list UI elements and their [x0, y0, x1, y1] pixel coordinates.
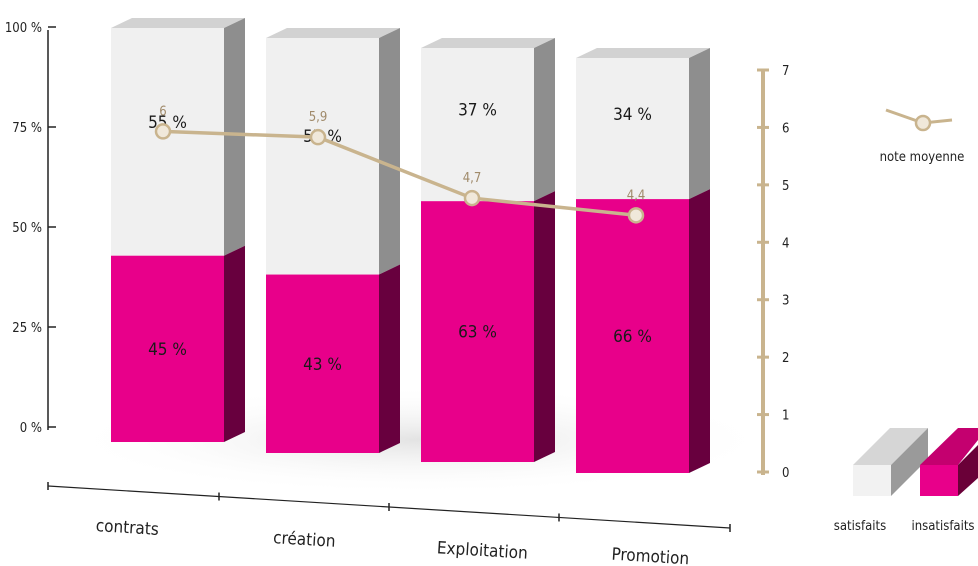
bar-side-insatisfaits: [689, 189, 710, 473]
bar-segment-satisfaits: [266, 38, 379, 275]
legend-insatisfaits-top: [920, 428, 978, 465]
legend-satisfaits-top: [853, 428, 928, 465]
bar-top-face: [421, 38, 555, 48]
legend-line-marker: [914, 114, 932, 132]
bar-side-insatisfaits: [534, 191, 555, 462]
note-point: [627, 207, 645, 224]
left-tick-label: 50 %: [12, 221, 42, 236]
bar-label-insatisfaits: 43 %: [303, 355, 342, 375]
category-label: Promotion: [611, 545, 690, 566]
right-axis: 0 1 2 3 4 5 6 7: [757, 64, 789, 481]
note-point: [154, 123, 172, 140]
right-tick-label: 4: [782, 236, 789, 251]
bar-segment-satisfaits: [111, 28, 224, 256]
bar-contrats: 55 %45 %: [111, 18, 245, 442]
legend-note-moyenne: note moyenne: [880, 108, 965, 165]
bar-side-insatisfaits: [379, 264, 400, 453]
right-tick-label: 1: [782, 409, 789, 424]
note-line-path: [162, 129, 637, 218]
bar-segment-insatisfaits: [421, 201, 534, 462]
right-tick-label: 6: [782, 121, 789, 136]
note-point: [463, 189, 481, 207]
bar-segment-insatisfaits: [266, 274, 379, 453]
right-tick-label: 7: [782, 64, 789, 79]
note-value-label: 4,4: [627, 188, 646, 203]
left-tick-label: 75 %: [12, 121, 42, 136]
bar-side-satisfaits: [224, 18, 245, 256]
bar-side-satisfaits: [379, 28, 400, 275]
bar-top-face: [266, 28, 400, 38]
bar-segment-satisfaits: [576, 58, 689, 200]
legend-insatisfaits-front: [920, 465, 958, 496]
bar-side-satisfaits: [534, 38, 555, 202]
legend-insatisfaits: insatisfaits: [911, 428, 978, 534]
right-tick-label: 5: [782, 179, 789, 194]
category-label: création: [273, 528, 337, 552]
bar-side-insatisfaits: [224, 245, 245, 442]
right-tick-label: 2: [782, 351, 789, 366]
bar-segment-satisfaits: [421, 48, 534, 202]
bar-label-satisfaits: 34 %: [613, 105, 652, 125]
bar-Exploitation: 37 % 63 %: [421, 38, 555, 462]
left-tick-label: 100 %: [5, 21, 42, 36]
right-tick-label: 3: [782, 294, 789, 309]
left-tick-label: 25 %: [12, 321, 42, 336]
bar-top-face: [576, 48, 710, 58]
note-point: [309, 128, 327, 146]
note-value-label: 4,7: [463, 171, 482, 186]
bar-création: 57 %43 %: [266, 28, 400, 453]
bar-side-satisfaits: [689, 48, 710, 200]
bar-segment-insatisfaits: [576, 199, 689, 473]
category-label: contrats: [95, 516, 159, 540]
left-tick-label: 0 %: [20, 421, 42, 436]
legend-insatisfaits-side: [958, 445, 978, 496]
note-moyenne-line: 6 5,9 4,7 4,4: [154, 104, 646, 224]
bar-label-insatisfaits: 66 %: [613, 327, 652, 347]
note-value-label: 6: [159, 104, 166, 119]
legend: note moyenne satisfaits insatisfaits: [834, 108, 978, 534]
legend-label-note-moyenne: note moyenne: [880, 150, 965, 165]
left-axis: 0 % 25 % 50 % 75 % 100 %: [5, 21, 56, 436]
right-tick-label: 0: [782, 466, 789, 481]
bar-label-satisfaits: 37 %: [458, 100, 497, 120]
bar-label-insatisfaits: 45 %: [148, 340, 187, 360]
legend-label-satisfaits: satisfaits: [834, 519, 886, 534]
bar-label-insatisfaits: 63 %: [458, 323, 497, 343]
legend-satisfaits-front: [853, 465, 891, 496]
legend-satisfaits-side: [891, 428, 928, 496]
bar-Promotion: 34 % 66 %: [576, 48, 710, 473]
category-label: Exploitation: [436, 538, 528, 564]
legend-satisfaits: satisfaits: [834, 428, 928, 534]
bar-top-face: [111, 18, 245, 28]
note-value-label: 5,9: [309, 110, 328, 125]
legend-label-insatisfaits: insatisfaits: [911, 519, 974, 534]
x-axis: [47, 482, 731, 532]
bar-segment-insatisfaits: [111, 255, 224, 442]
bars: 55 %45 %57 %43 % 37 % 63 % 34 % 66 %: [111, 18, 710, 473]
